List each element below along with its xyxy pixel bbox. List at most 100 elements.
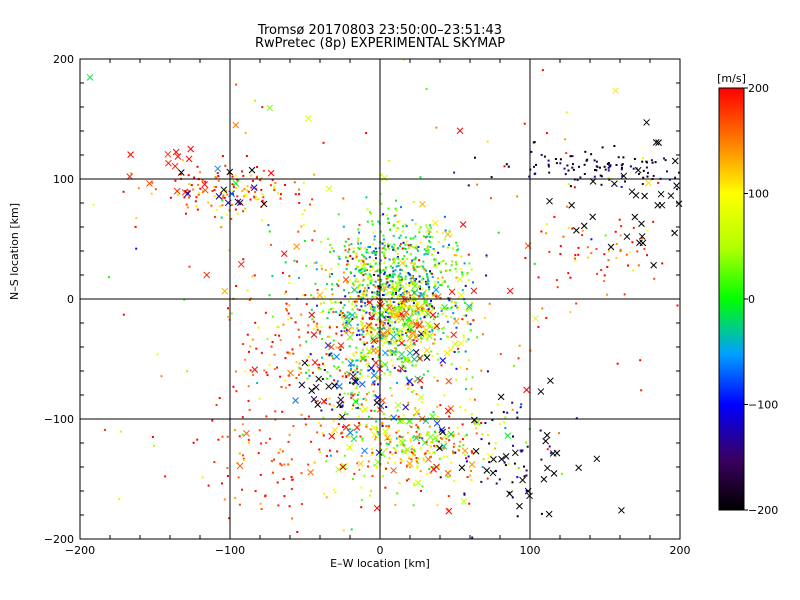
data-point <box>366 263 369 266</box>
data-point <box>394 269 397 272</box>
data-point <box>362 330 365 333</box>
data-point <box>301 503 303 506</box>
data-point <box>461 318 464 321</box>
data-point <box>541 307 544 310</box>
data-point <box>213 186 216 188</box>
data-point <box>369 318 372 321</box>
data-point <box>350 303 353 306</box>
data-point <box>395 230 398 232</box>
data-point <box>387 341 389 343</box>
data-point <box>540 153 543 156</box>
data-point <box>548 445 551 448</box>
data-point <box>415 430 418 433</box>
data-point <box>432 248 435 250</box>
data-point <box>411 445 413 448</box>
data-point <box>455 270 458 273</box>
data-point <box>379 259 382 262</box>
data-point <box>371 223 374 226</box>
data-point <box>525 474 528 477</box>
data-point <box>441 276 444 279</box>
data-point-x <box>314 401 322 408</box>
data-point <box>349 278 351 281</box>
data-point <box>349 381 352 384</box>
data-point-x <box>414 300 421 308</box>
data-point <box>358 259 361 262</box>
data-point-x <box>410 307 418 315</box>
data-point <box>338 369 341 372</box>
data-point <box>398 482 401 485</box>
colorbar-label: [m/s] <box>717 72 746 85</box>
data-point <box>455 249 458 252</box>
data-point <box>380 202 383 205</box>
data-point-x <box>671 157 679 165</box>
data-point-x <box>391 338 398 346</box>
data-point <box>461 273 464 276</box>
data-point <box>411 219 414 222</box>
data-point <box>273 458 275 461</box>
data-point <box>406 431 409 434</box>
data-point <box>381 247 384 250</box>
data-point <box>444 440 447 443</box>
data-point <box>663 157 665 160</box>
data-point <box>433 444 436 447</box>
data-point <box>374 285 377 288</box>
data-point <box>261 193 264 196</box>
data-point <box>617 156 620 159</box>
data-point <box>430 350 433 353</box>
data-point <box>600 269 603 271</box>
data-point-x <box>409 278 416 286</box>
data-point <box>427 308 430 311</box>
data-point <box>230 217 233 220</box>
data-point <box>413 263 416 265</box>
data-point <box>395 265 398 268</box>
data-point <box>361 437 364 440</box>
data-point <box>366 251 369 254</box>
data-point <box>254 99 256 102</box>
data-point <box>336 450 339 453</box>
data-point <box>383 271 386 274</box>
data-point <box>399 268 402 271</box>
data-point <box>399 272 402 275</box>
data-point <box>385 337 388 340</box>
data-point <box>307 463 310 466</box>
data-point <box>359 283 362 286</box>
data-point-x <box>444 407 452 415</box>
data-point <box>347 250 350 253</box>
data-point <box>405 452 408 455</box>
data-point <box>362 327 364 330</box>
data-point <box>241 189 244 192</box>
data-point <box>188 196 190 199</box>
data-point <box>645 160 648 163</box>
data-point-x <box>201 181 208 188</box>
data-point-x <box>357 460 364 467</box>
data-point <box>362 325 365 328</box>
data-point <box>187 174 190 177</box>
data-point <box>442 331 445 334</box>
data-point <box>436 446 438 449</box>
data-point <box>389 302 392 305</box>
data-point <box>361 439 364 442</box>
data-point <box>394 503 397 506</box>
data-point <box>361 308 364 311</box>
data-point <box>412 314 415 317</box>
data-point <box>572 163 574 166</box>
data-point <box>547 159 550 162</box>
data-point <box>412 201 415 203</box>
data-point <box>332 311 335 313</box>
data-point <box>311 239 314 242</box>
data-point <box>298 336 301 339</box>
data-point <box>181 159 184 162</box>
data-point <box>405 290 408 293</box>
data-point <box>343 289 346 292</box>
data-point <box>584 150 587 153</box>
data-point <box>412 265 415 267</box>
data-point-x <box>675 200 683 208</box>
data-point <box>434 262 437 265</box>
data-point-x <box>174 153 182 160</box>
data-point <box>331 354 333 357</box>
data-point-x <box>251 366 259 373</box>
data-point <box>596 272 599 275</box>
data-point-x <box>573 226 580 234</box>
data-point <box>455 326 458 329</box>
data-point <box>357 242 360 245</box>
